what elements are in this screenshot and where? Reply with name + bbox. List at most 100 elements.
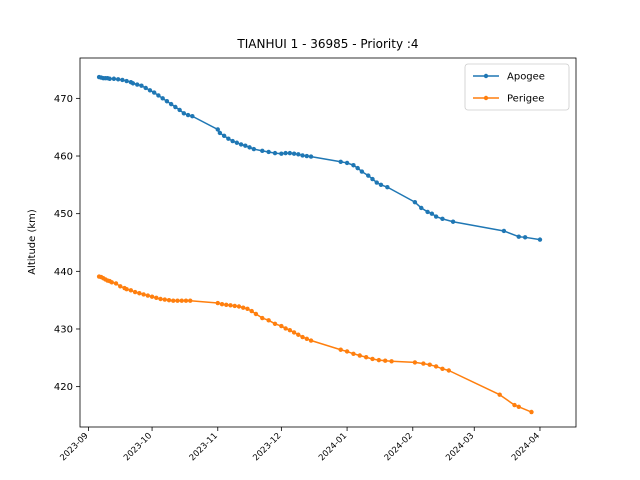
apogee-point-59 [425,209,430,215]
perigee-point-60 [440,366,445,371]
perigee-point-33 [245,306,250,311]
apogee-point-21 [173,104,178,110]
perigee-point-53 [376,357,382,363]
perigee-point-48 [344,349,350,354]
perigee-point-14 [141,292,146,297]
perigee-point-24 [183,298,189,303]
apogee-point-52 [366,173,371,178]
apogee-point-14 [143,85,148,91]
apogee-point-51 [359,169,365,174]
perigee-point-46 [308,338,314,343]
perigee-point-49 [351,351,356,356]
apogee-point-31 [234,140,240,145]
apogee-point-15 [147,88,153,93]
x-tick-label-5: 2024-02 [383,431,415,463]
y-tick-label-450: 450 [54,209,73,220]
y-tick-label-420: 420 [54,382,73,393]
apogee-point-64 [501,228,507,234]
perigee-point-51 [363,355,369,360]
perigee-series-line [98,275,532,413]
y-tick-label-430: 430 [54,324,73,335]
perigee-point-26 [215,300,220,306]
apogee-point-45 [304,153,309,159]
legend-perigee-marker [483,95,489,101]
apogee-point-32 [238,142,244,147]
perigee-point-43 [296,332,301,337]
perigee-point-54 [383,358,388,363]
legend-perigee-label: Perigee [507,94,544,105]
apogee-point-53 [370,176,375,182]
perigee-point-18 [158,296,163,302]
apogee-point-38 [272,150,278,156]
apogee-point-41 [287,150,293,156]
x-tick-label-4: 2024-01 [317,431,349,463]
apogee-point-25 [190,114,195,119]
perigee-point-16 [149,294,155,299]
perigee-point-21 [171,298,176,303]
perigee-point-41 [287,327,293,333]
apogee-point-17 [156,93,161,98]
perigee-point-50 [357,353,362,358]
apogee-point-7 [115,77,121,82]
apogee-point-62 [440,216,445,222]
perigee-point-59 [433,364,439,369]
apogee-point-48 [344,160,350,166]
perigee-point-27 [219,301,225,307]
perigee-point-6 [109,280,114,285]
perigee-point-56 [412,360,418,365]
y-tick-label-440: 440 [54,267,73,278]
perigee-point-65 [529,409,534,415]
perigee-point-45 [304,336,309,341]
y-tick-label-470: 470 [54,94,73,105]
perigee-point-15 [145,293,151,298]
axes: 420 430 440 450 460 470 2023-09 2023-10 2023-11 2… [54,94,542,463]
apogee-point-49 [351,163,356,168]
perigee-point-36 [260,315,265,321]
apogee-point-39 [279,151,284,156]
apogee-point-61 [433,214,439,219]
apogee-point-55 [378,182,384,188]
perigee-point-62 [497,392,502,397]
apogee-point-16 [151,90,157,95]
apogee-point-35 [251,146,257,152]
x-tick-label-2: 2023-11 [188,431,220,463]
legend: Apogee Perigee [464,63,570,111]
perigee-point-39 [279,323,284,329]
perigee-point-42 [291,330,297,335]
perigee-point-47 [338,347,343,352]
perigee-point-13 [137,291,142,296]
apogee-point-58 [419,205,424,211]
y-axis-label: Altitude (km) [27,209,38,275]
apogee-point-19 [164,99,170,104]
apogee-point-13 [139,83,144,88]
apogee-point-33 [243,143,248,148]
perigee-point-35 [253,311,259,317]
apogee-point-22 [177,107,182,113]
perigee-point-25 [188,298,193,303]
perigee-point-52 [370,356,375,362]
y-tick-label-460: 460 [54,152,73,163]
apogee-point-28 [221,133,227,139]
chart-title: TIANHUI 1 - 36985 - Priority :4 [236,37,418,51]
perigee-point-57 [421,361,426,366]
apogee-point-34 [247,145,252,150]
perigee-point-7 [113,281,119,286]
plot-area [96,74,543,415]
legend-apogee-marker [483,73,489,79]
x-tick-label-7: 2024-04 [510,431,542,463]
x-tick-label-0: 2023-09 [58,431,90,463]
perigee-point-38 [272,321,278,326]
perigee-point-22 [175,298,180,303]
x-tick-label-1: 2023-10 [122,431,154,463]
apogee-point-54 [374,180,379,185]
perigee-point-40 [283,326,288,331]
apogee-point-11 [130,81,136,86]
perigee-point-8 [118,284,123,289]
apogee-point-12 [135,82,140,87]
apogee-point-6 [111,76,117,81]
apogee-point-9 [124,78,129,84]
apogee-point-37 [266,149,271,155]
perigee-point-23 [179,298,184,303]
apogee-point-44 [300,153,305,158]
